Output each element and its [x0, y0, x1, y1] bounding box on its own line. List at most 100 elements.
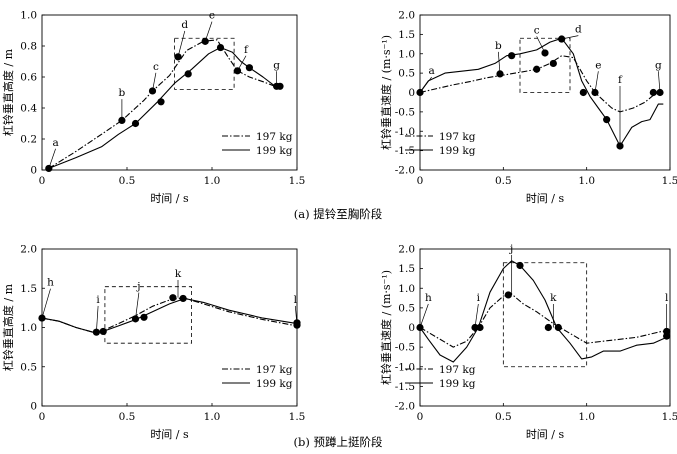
annotation-leader	[177, 30, 186, 57]
annotation-leader	[135, 292, 140, 319]
y-tick-label: 0	[30, 401, 37, 413]
highlight-box	[502, 262, 588, 368]
x-tick-label: 1.0	[578, 175, 595, 187]
x-tick-label: 0	[39, 411, 46, 423]
y-tick-label: 0	[408, 87, 415, 99]
annotation-leader	[474, 303, 479, 328]
y-tick-label: -1.5	[395, 381, 415, 393]
x-tick-label: 1.0	[204, 175, 221, 187]
y-tick-label: 0.6	[20, 72, 37, 84]
data-marker	[508, 52, 516, 60]
y-tick-label: -0.5	[395, 342, 415, 354]
point-label-j: j	[508, 243, 513, 255]
annotation-leader	[152, 72, 157, 92]
x-axis-label: 时间 / s	[526, 192, 565, 205]
y-tick-label: -1.0	[395, 126, 415, 138]
legend-label: 197 kg	[439, 131, 476, 143]
series-line-199-kg	[41, 297, 298, 333]
x-axis-label: 时间 / s	[150, 428, 189, 441]
data-marker	[216, 43, 225, 52]
point-label-g: g	[273, 59, 280, 71]
y-tick-label: 0.5	[398, 302, 415, 314]
y-tick-label: -2.0	[395, 165, 415, 177]
caption-b: (b) 预蹲上挺阶段	[294, 435, 383, 449]
point-label-i: i	[96, 294, 100, 306]
y-axis-label: 杠铃垂直速度 / (m·s⁻¹)	[379, 270, 393, 385]
legend-label: 199 kg	[256, 145, 293, 157]
x-tick-label: 1.0	[578, 411, 595, 423]
y-tick-label: -1.0	[395, 361, 415, 373]
series-line-199-kg	[48, 46, 282, 169]
data-marker	[276, 82, 284, 90]
x-tick-label: 0	[417, 411, 424, 423]
point-label-k: k	[550, 292, 557, 304]
data-marker	[157, 98, 165, 106]
y-tick-label: 1.5	[398, 263, 415, 275]
data-marker	[649, 88, 657, 97]
legend-label: 199 kg	[256, 378, 293, 390]
point-label-d: d	[181, 19, 188, 31]
y-tick-label: 0.4	[20, 103, 37, 115]
highlight-box	[104, 286, 192, 344]
point-label-h: h	[425, 292, 432, 304]
data-marker	[554, 323, 562, 332]
x-tick-label: 1.5	[289, 411, 306, 423]
point-label-i: i	[477, 292, 481, 304]
y-tick-label: 0.8	[20, 41, 37, 53]
annotation-leader	[561, 35, 579, 40]
legend-label: 199 kg	[439, 378, 476, 390]
data-marker	[533, 65, 541, 73]
x-tick-label: 1.5	[289, 175, 306, 187]
data-marker	[169, 294, 177, 302]
x-tick-label: 1.5	[662, 175, 677, 187]
point-label-f: f	[244, 44, 249, 56]
data-marker	[603, 116, 611, 124]
point-label-l: l	[294, 294, 298, 306]
y-tick-label: 0.5	[398, 68, 415, 80]
legend-label: 197 kg	[256, 364, 293, 376]
y-tick-label: 1.0	[20, 322, 37, 334]
data-marker	[516, 261, 524, 270]
data-marker	[579, 88, 587, 97]
annotation-leader	[419, 303, 429, 328]
y-tick-label: 2.0	[398, 244, 415, 256]
annotation-leader	[594, 71, 599, 93]
data-marker	[140, 313, 148, 321]
legend-label: 197 kg	[256, 131, 293, 143]
annotation-leader	[96, 305, 99, 333]
caption-a: (a) 提铃至胸阶段	[294, 207, 383, 221]
data-marker	[663, 332, 671, 340]
annotation-leader	[48, 148, 56, 169]
point-label-e: e	[595, 59, 601, 71]
y-tick-label: 0	[30, 165, 37, 177]
plot-frame	[41, 14, 298, 171]
series-line-199-kg	[419, 37, 664, 147]
point-label-l: l	[665, 292, 669, 304]
annotation-leader	[419, 76, 432, 93]
x-tick-label: 0.5	[119, 411, 136, 423]
point-label-b: b	[495, 40, 502, 52]
y-tick-label: -2.0	[395, 401, 415, 413]
series-line-199-kg	[419, 260, 667, 363]
series-line-197-kg	[48, 39, 282, 169]
data-marker	[131, 119, 140, 128]
y-tick-label: 1.0	[398, 283, 415, 295]
point-label-a: a	[52, 137, 58, 149]
x-tick-label: 0.5	[495, 175, 512, 187]
y-tick-label: 0.5	[20, 361, 37, 373]
data-marker	[476, 323, 484, 332]
y-tick-label: 0.2	[20, 134, 37, 146]
y-tick-label: 0	[408, 322, 415, 334]
point-label-h: h	[47, 277, 54, 289]
chart-dip-jerk-velocity: 0 0.5 1.0 1.5 -2.0 -1.5 -1.0 -0.5 0 0.5 1.0 1.5 2.0 时…	[379, 243, 677, 441]
y-tick-label: 2.0	[20, 244, 37, 256]
x-tick-label: 1.0	[204, 411, 221, 423]
data-marker	[179, 294, 187, 303]
annotation-leader	[497, 51, 501, 74]
x-axis-label: 时间 / s	[150, 192, 189, 205]
data-marker	[549, 59, 557, 68]
data-marker	[245, 64, 253, 72]
series-line-197-kg	[41, 297, 298, 333]
point-label-e: e	[209, 10, 215, 22]
